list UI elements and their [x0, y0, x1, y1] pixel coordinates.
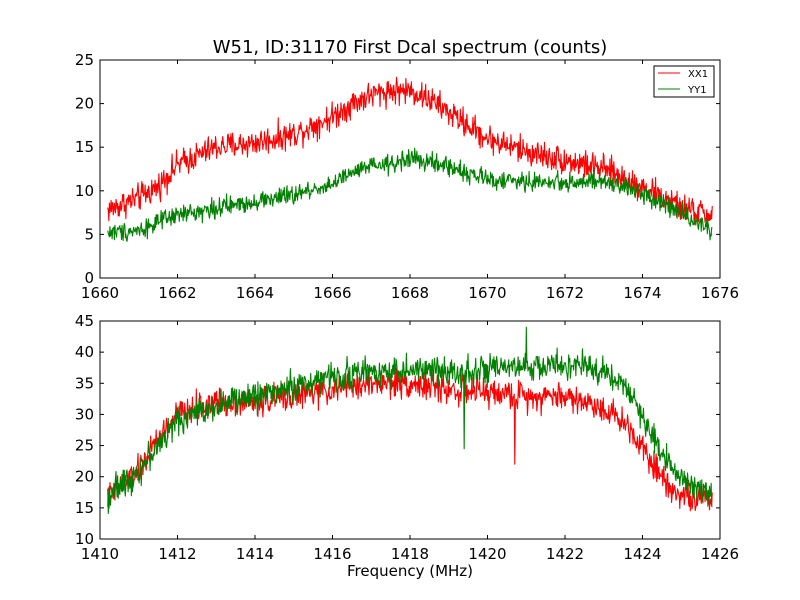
top-series-line-xx1: [107, 76, 713, 226]
bottom-x-tick-label: 1426: [701, 545, 739, 563]
top-y-tick-label: 10: [75, 182, 94, 200]
top-x-tick-label: 1666: [313, 284, 351, 302]
bottom-y-tick-label: 15: [75, 499, 94, 517]
top-y-tick-label: 15: [75, 138, 94, 156]
top-x-tick-label: 1672: [546, 284, 584, 302]
top-series-line-yy1: [107, 147, 713, 242]
top-x-tick-label: 1676: [701, 284, 739, 302]
top-x-tick-label: 1670: [468, 284, 506, 302]
bottom-axes: 1410 1412 1414 1416 1418 1420 1422 1424 1426 10 15…: [75, 312, 739, 580]
legend-label-xx1: XX1: [688, 69, 708, 80]
bottom-y-tick-label: 35: [75, 374, 94, 392]
top-axes: W51, ID:31170 First Dcal spectrum (count…: [75, 37, 739, 302]
bottom-y-tick-label: 40: [75, 343, 94, 361]
bottom-x-tick-label: 1410: [81, 545, 119, 563]
legend-box: [653, 65, 715, 98]
bottom-y-tick-label: 25: [75, 437, 94, 455]
bottom-y-tick-label: 45: [75, 312, 94, 330]
bottom-x-tick-label: 1424: [623, 545, 661, 563]
bottom-y-tick-label: 10: [75, 530, 94, 548]
bottom-x-tick-label: 1420: [468, 545, 506, 563]
chart-title: W51, ID:31170 First Dcal spectrum (count…: [213, 37, 608, 58]
top-x-tick-label: 1664: [236, 284, 274, 302]
bottom-y-tick-label: 30: [75, 405, 94, 423]
bottom-x-tick-label: 1416: [313, 545, 351, 563]
top-x-tick-label: 1660: [81, 284, 119, 302]
top-y-tick-label: 20: [75, 95, 94, 113]
bottom-series-group: [107, 326, 713, 514]
x-axis-label: Frequency (MHz): [347, 562, 473, 580]
legend-label-yy1: YY1: [687, 85, 707, 96]
bottom-x-tick-label: 1422: [546, 545, 584, 563]
bottom-x-tick-label: 1418: [391, 545, 429, 563]
top-ticks-group: 1660 1662 1664 1666 1668 1670 1672 1674 1676 0 5 10…: [75, 51, 739, 302]
top-y-tick-label: 0: [84, 269, 94, 287]
bottom-series-line-yy1: [107, 326, 713, 514]
bottom-y-tick-label: 20: [75, 468, 94, 486]
top-x-tick-label: 1668: [391, 284, 429, 302]
legend: XX1 YY1: [653, 65, 715, 98]
bottom-x-tick-label: 1414: [236, 545, 274, 563]
bottom-series-line-xx1: [107, 367, 713, 512]
top-x-tick-label: 1662: [158, 284, 196, 302]
bottom-x-tick-label: 1412: [158, 545, 196, 563]
top-y-tick-label: 25: [75, 51, 94, 69]
bottom-ticks-group: 1410 1412 1414 1416 1418 1420 1422 1424 1426 10 15…: [75, 312, 739, 563]
top-series-group: [107, 76, 713, 242]
top-y-tick-label: 5: [84, 225, 94, 243]
top-x-tick-label: 1674: [623, 284, 661, 302]
